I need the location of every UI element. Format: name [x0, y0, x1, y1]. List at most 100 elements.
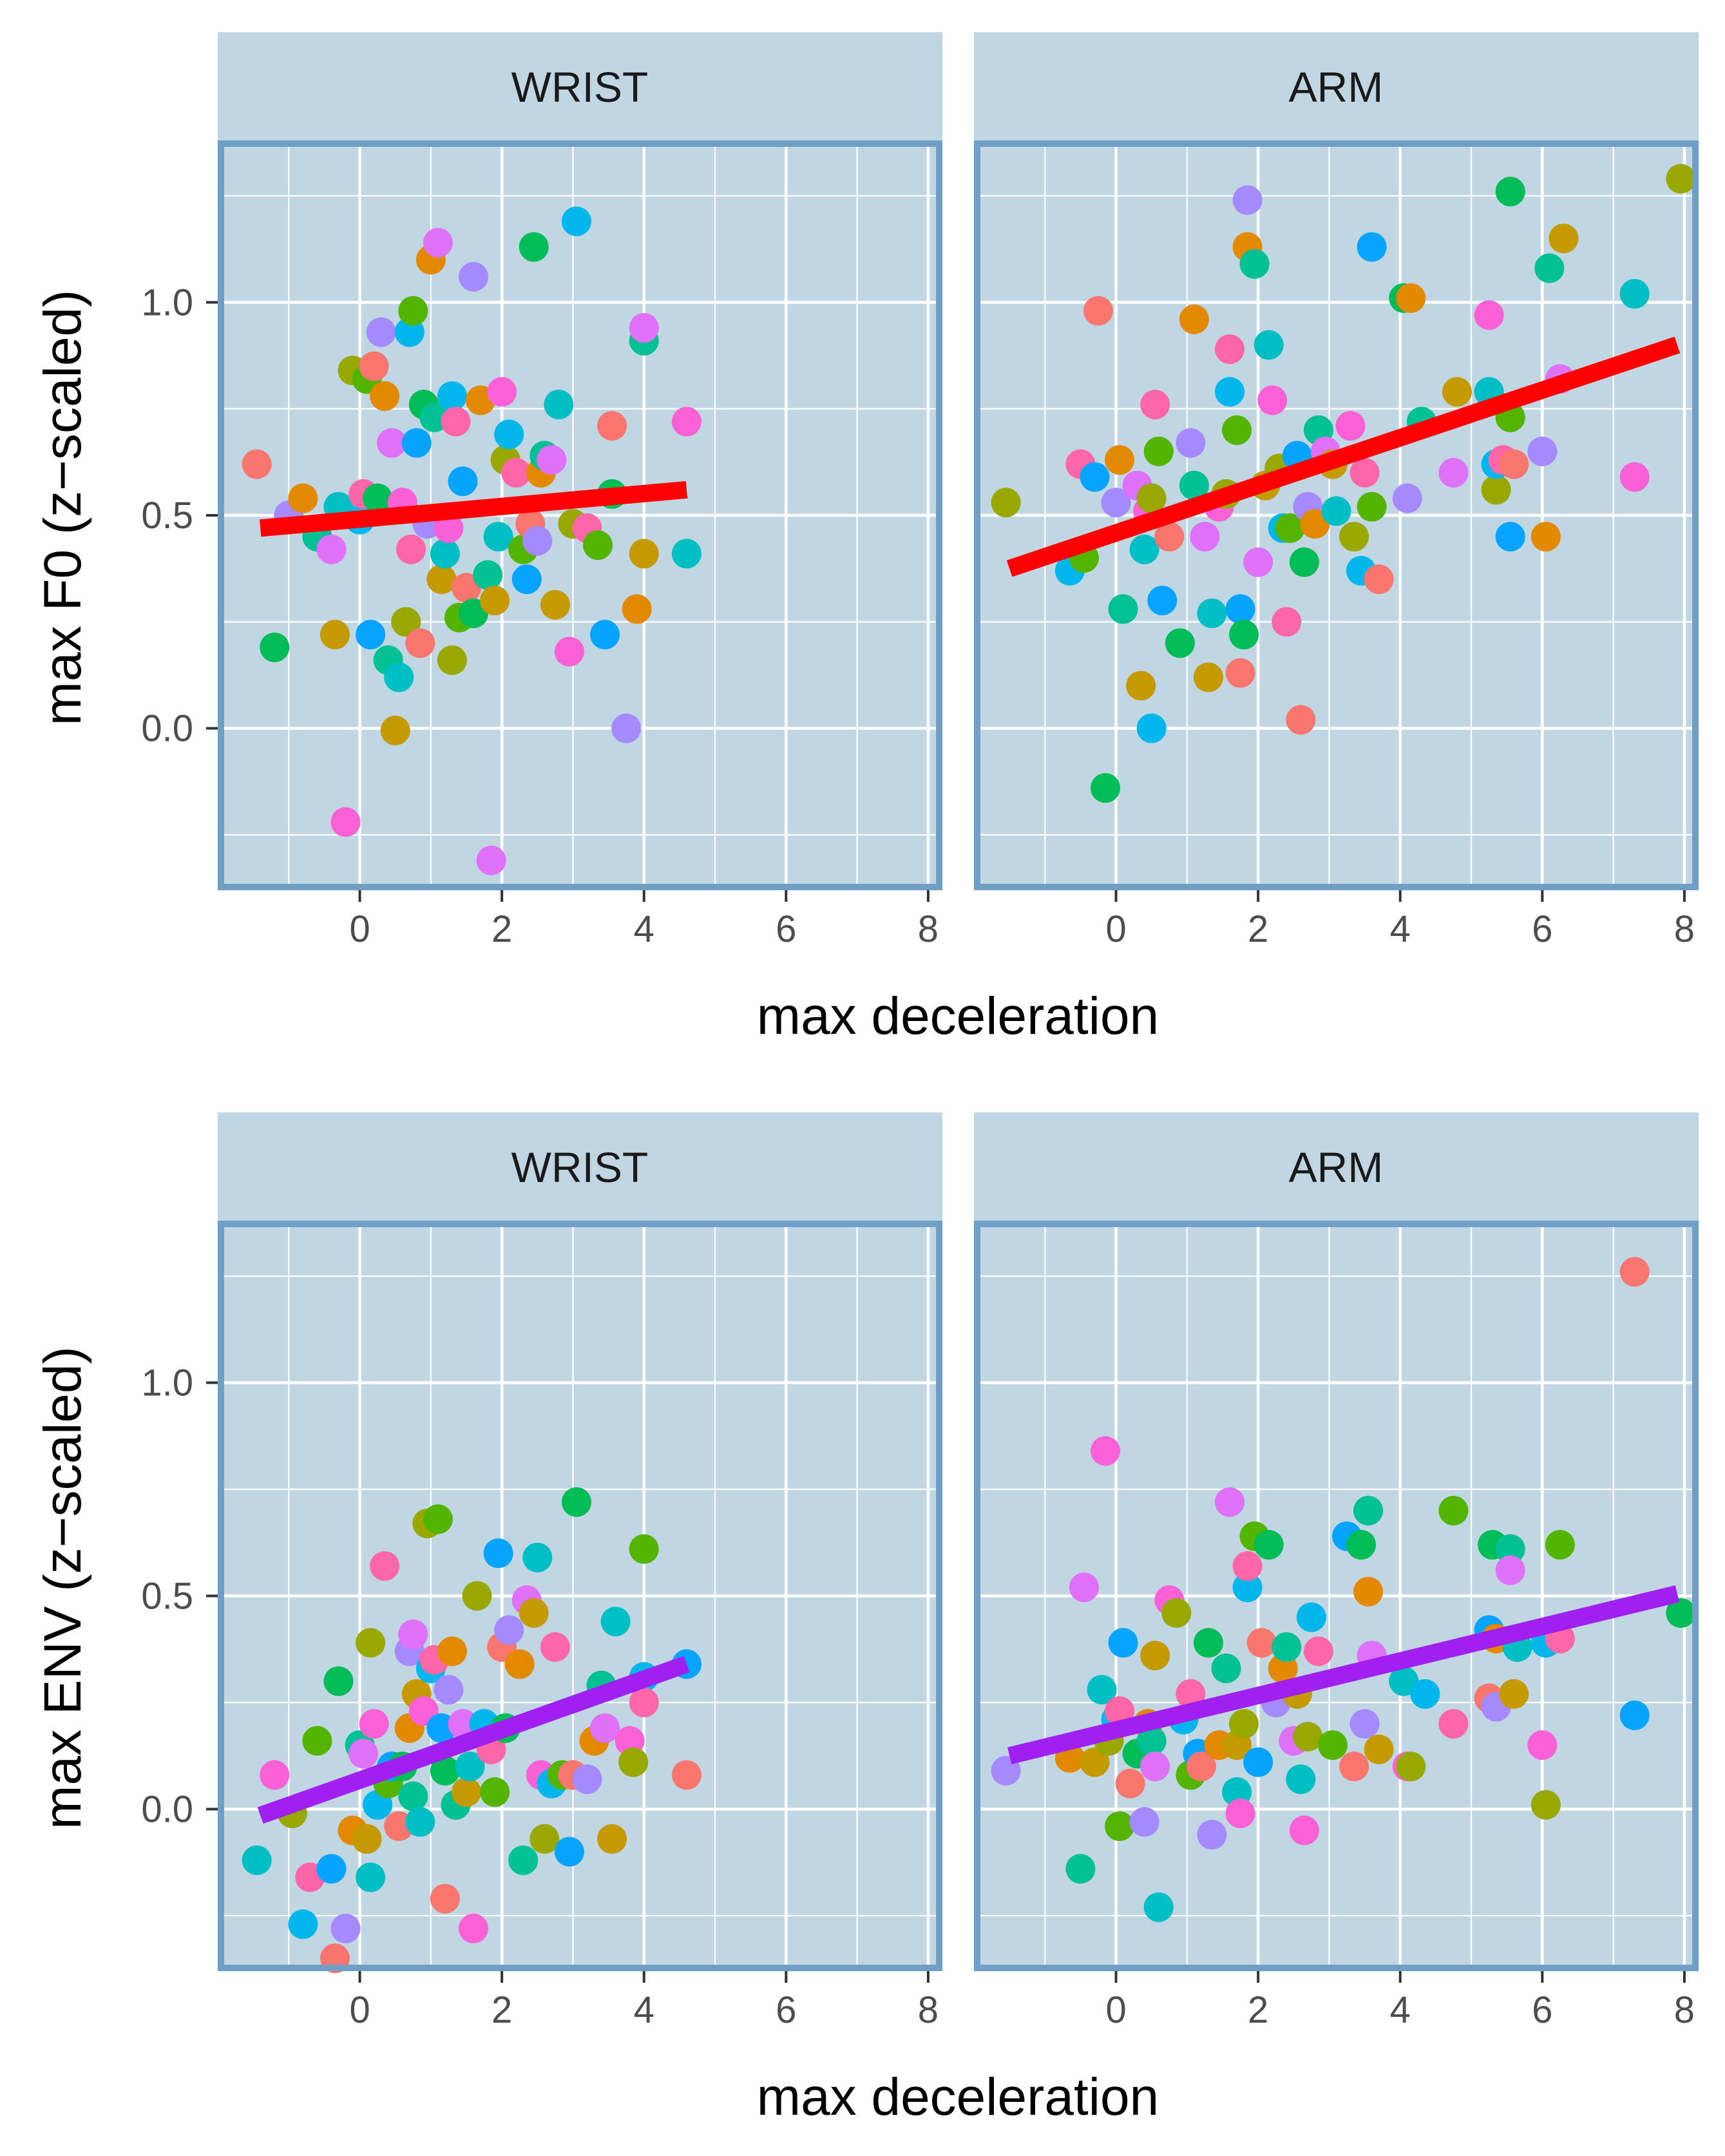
data-point — [1215, 1487, 1245, 1517]
data-point — [1140, 1751, 1170, 1782]
data-point — [671, 1760, 701, 1790]
data-point — [330, 1913, 361, 1943]
data-point — [1272, 1632, 1302, 1662]
strip-label-arm-f0: ARM — [1289, 63, 1384, 111]
data-point — [1474, 300, 1504, 330]
x-tick-label: 0 — [1105, 908, 1126, 950]
data-point — [356, 1628, 386, 1658]
data-point — [1530, 522, 1561, 552]
x-tick-label: 2 — [491, 1989, 512, 2031]
x-tick-label: 2 — [1248, 908, 1268, 950]
x-tick-label: 4 — [1390, 908, 1411, 950]
x-tick-label: 8 — [1674, 1989, 1695, 2031]
data-point — [430, 1755, 460, 1786]
data-point — [348, 1739, 379, 1769]
x-tick-label: 4 — [634, 908, 654, 950]
y-axis-f0: 0.0 0.5 1.0 — [141, 281, 218, 750]
data-point — [1115, 1768, 1145, 1798]
data-point — [437, 645, 467, 675]
x-tick-label: 4 — [634, 1989, 654, 2031]
panel-border-arm — [974, 140, 1699, 890]
x-tick-label: 6 — [1532, 1989, 1552, 2031]
data-point — [1527, 1730, 1558, 1760]
data-point — [561, 1487, 591, 1517]
data-point — [1190, 522, 1220, 552]
data-point — [459, 1913, 489, 1943]
panel-border-wrist — [218, 1221, 942, 1971]
data-point — [1136, 483, 1167, 513]
data-point — [1193, 662, 1223, 692]
data-point — [391, 607, 421, 637]
data-point — [511, 564, 542, 595]
data-point — [590, 1713, 620, 1743]
data-point — [288, 1909, 318, 1940]
data-point — [1353, 1576, 1384, 1607]
data-point — [1346, 1530, 1377, 1560]
data-point — [1321, 496, 1351, 526]
data-point — [1303, 1636, 1333, 1666]
data-point — [508, 1845, 538, 1875]
row-env: WRIST ARM 0.0 0.5 1.0 0 2 4 6 8 0 2 4 6 8 max decel… — [33, 1112, 1699, 2126]
data-point — [316, 534, 347, 564]
panel-arm-f0 — [974, 140, 1699, 890]
data-point — [522, 526, 553, 556]
data-point — [242, 1845, 272, 1875]
y-tick-label: 0.0 — [141, 1788, 193, 1830]
data-point — [1197, 598, 1227, 629]
data-point — [561, 206, 591, 236]
y-tick-label: 1.0 — [141, 281, 193, 323]
data-point — [572, 1764, 602, 1795]
data-point — [452, 573, 482, 603]
strip-arm-env — [974, 1112, 1699, 1221]
data-point — [1143, 1892, 1174, 1922]
data-point — [1438, 457, 1469, 488]
panel-wrist-env — [218, 1221, 942, 1974]
data-point — [370, 381, 400, 411]
data-point — [1364, 564, 1394, 595]
data-point — [398, 1781, 428, 1811]
data-point — [529, 1824, 560, 1854]
data-point — [459, 262, 489, 292]
data-point — [366, 317, 396, 347]
data-point — [1246, 1628, 1277, 1658]
data-point — [323, 1666, 354, 1696]
data-point — [396, 534, 426, 564]
x-tick-label: 0 — [349, 908, 370, 950]
data-point — [1289, 1815, 1319, 1846]
data-point — [1229, 1709, 1259, 1739]
data-point — [401, 428, 432, 458]
data-point — [1275, 513, 1305, 543]
data-point — [1083, 296, 1114, 326]
data-point — [540, 589, 570, 620]
data-point — [455, 1751, 485, 1782]
strip-label-wrist-env: WRIST — [511, 1143, 649, 1191]
data-point — [1286, 705, 1316, 735]
data-point — [1481, 475, 1511, 505]
data-point — [398, 1619, 428, 1650]
data-point — [1666, 1598, 1696, 1628]
data-point — [590, 620, 620, 650]
data-point — [356, 1862, 386, 1893]
data-point — [1364, 1734, 1394, 1764]
data-point — [423, 227, 453, 258]
data-point — [398, 296, 428, 326]
data-point — [1080, 1747, 1110, 1777]
data-point — [1289, 547, 1319, 577]
data-point — [1253, 330, 1284, 360]
x-tick-label: 6 — [776, 1989, 796, 2031]
data-point — [1357, 491, 1387, 522]
x-tick-label: 0 — [1105, 1989, 1126, 2031]
data-point — [384, 662, 414, 692]
data-point — [452, 1777, 482, 1807]
data-point — [1545, 1530, 1575, 1560]
data-point — [1161, 1598, 1192, 1628]
strip-label-arm-env: ARM — [1289, 1143, 1384, 1191]
regression-line-wrist — [259, 481, 688, 537]
row-f0: WRIST ARM 0.0 0.5 1.0 0 2 4 6 8 0 2 4 6 8 max decel… — [33, 32, 1699, 1045]
data-point — [1147, 586, 1177, 616]
data-point — [480, 586, 510, 616]
data-point — [487, 377, 517, 407]
data-point — [1225, 594, 1255, 624]
data-point — [352, 1824, 382, 1854]
data-point — [1087, 1675, 1117, 1705]
